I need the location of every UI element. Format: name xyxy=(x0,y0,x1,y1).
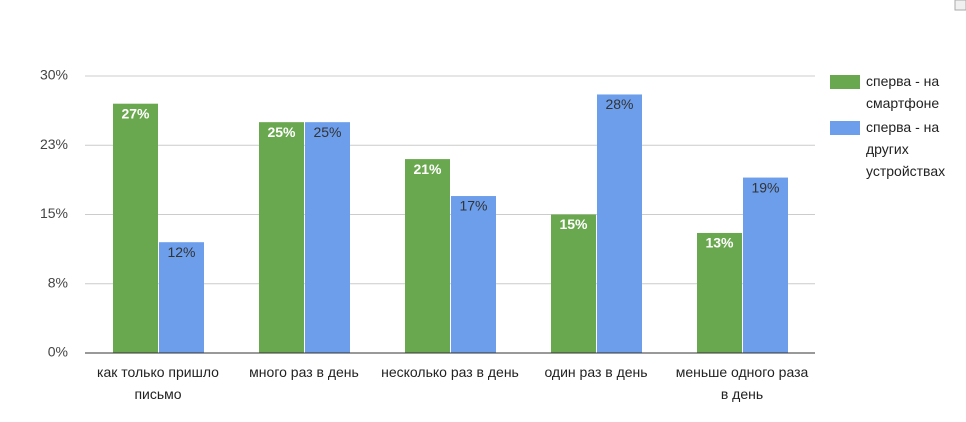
legend-label-box: сперва - на смартфоне xyxy=(866,73,940,111)
legend-swatch xyxy=(830,121,860,135)
x-tick-label-box: один раз в день xyxy=(544,364,648,380)
legend-label: сперва - на других устройствах xyxy=(866,119,946,179)
value-label: 13% xyxy=(705,235,734,251)
y-tick-label: 30% xyxy=(40,67,68,83)
bar xyxy=(305,122,350,354)
bar xyxy=(551,214,596,353)
legend-label-box: сперва - на других устройствах xyxy=(866,119,946,179)
legend-swatch xyxy=(830,75,860,89)
bar xyxy=(405,159,450,353)
value-label: 27% xyxy=(121,105,150,121)
x-tick-label: один раз в день xyxy=(544,364,648,380)
x-tick-label-box: несколько раз в день xyxy=(381,364,519,380)
value-label: 17% xyxy=(459,198,487,214)
bar xyxy=(597,94,642,353)
x-tick-label-box: много раз в день xyxy=(249,364,359,380)
y-tick-label: 23% xyxy=(40,136,68,152)
legend-label: сперва - на смартфоне xyxy=(866,73,940,111)
x-tick-label: как только пришло письмо xyxy=(97,364,219,402)
y-tick-label: 8% xyxy=(48,274,68,290)
x-tick-label: несколько раз в день xyxy=(381,364,519,380)
value-label: 19% xyxy=(751,179,779,195)
bar xyxy=(743,177,788,353)
value-label: 25% xyxy=(267,124,296,140)
value-label: 25% xyxy=(313,124,341,140)
value-label: 12% xyxy=(167,244,195,260)
x-tick-label: много раз в день xyxy=(249,364,359,380)
y-tick-label: 15% xyxy=(40,205,68,221)
bar xyxy=(113,103,158,353)
value-label: 28% xyxy=(605,96,633,112)
bar xyxy=(159,242,204,353)
value-label: 15% xyxy=(559,216,588,232)
bar xyxy=(697,232,742,353)
x-tick-label-box: меньше одного раза в день xyxy=(675,364,809,402)
value-label: 21% xyxy=(413,161,442,177)
x-tick-label-box: как только пришло письмо xyxy=(97,364,219,402)
corner-icon xyxy=(954,0,966,11)
x-tick-label: меньше одного раза в день xyxy=(675,364,809,402)
y-tick-label: 0% xyxy=(48,344,68,360)
bar xyxy=(259,122,304,354)
bar xyxy=(451,196,496,353)
